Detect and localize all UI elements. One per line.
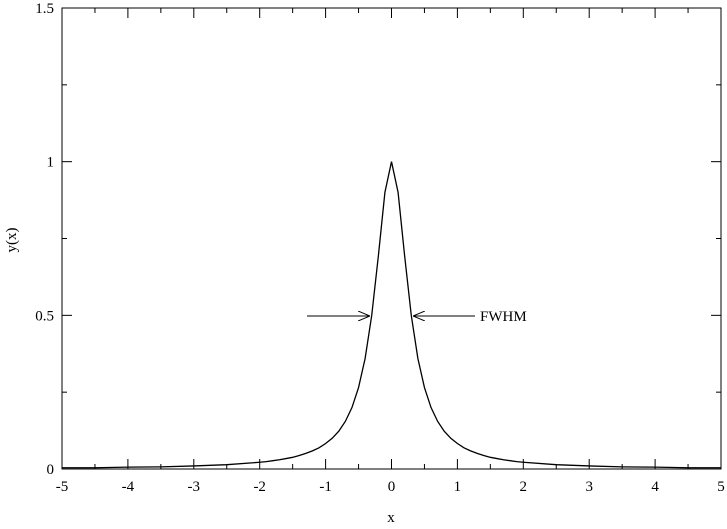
plot-frame [61, 7, 722, 470]
y-tick-label: 0.5 [35, 308, 54, 324]
x-tick-label: -5 [56, 479, 69, 495]
x-tick-label: 2 [520, 479, 528, 495]
x-tick-label: 5 [717, 479, 725, 495]
x-tick-label: 0 [388, 479, 396, 495]
x-tick-label: 1 [454, 479, 462, 495]
y-tick-label: 1 [47, 155, 55, 171]
x-tick-label: 3 [585, 479, 593, 495]
y-tick-label: 1.5 [35, 1, 54, 17]
data-line [62, 161, 721, 469]
y-tick-label: 0 [47, 462, 55, 478]
x-tick-label: 4 [651, 479, 659, 495]
annotation: FWHM [480, 309, 527, 325]
x-axis-label: x [387, 510, 395, 526]
x-tick-label: -3 [188, 479, 201, 495]
x-tick-label: -2 [253, 479, 266, 495]
x-tick-label: -4 [122, 479, 135, 495]
y-axis-label: y(x) [4, 228, 20, 253]
x-tick-label: -1 [319, 479, 332, 495]
